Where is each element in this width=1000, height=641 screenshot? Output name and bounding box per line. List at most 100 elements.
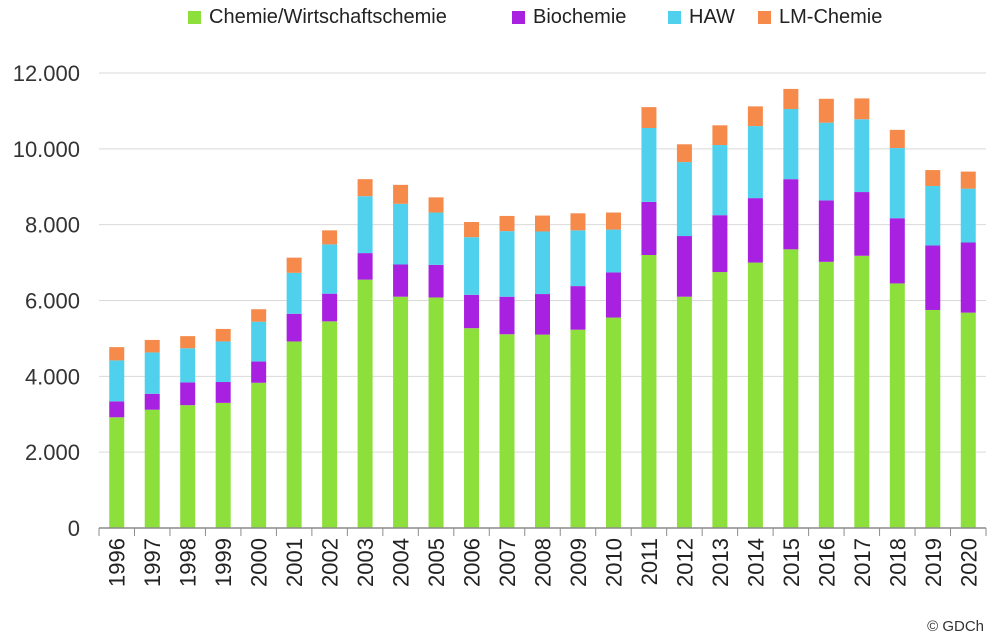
x-tick-label: 2016	[814, 538, 839, 587]
bar-segment	[499, 231, 515, 297]
bar-segment	[641, 201, 657, 255]
bar-segment	[109, 347, 125, 361]
bar-segment	[251, 309, 267, 322]
x-tick-label: 2007	[495, 538, 520, 587]
bar-segment	[215, 382, 231, 403]
bar-segment	[783, 88, 799, 110]
x-tick-label: 2020	[956, 538, 981, 587]
bar-segment	[286, 313, 302, 342]
x-tick-label: 2015	[779, 538, 804, 587]
credit-text: © GDCh	[927, 618, 984, 635]
bar-segment	[747, 198, 763, 263]
bar-segment	[357, 279, 373, 528]
bar-segment	[570, 213, 586, 231]
x-tick-label: 2001	[282, 538, 307, 587]
bar-segment	[712, 125, 728, 146]
bar-segment	[747, 106, 763, 127]
bar-segment	[393, 184, 409, 204]
bar-segment	[641, 107, 657, 128]
bar-segment	[180, 382, 196, 406]
bar-segment	[747, 262, 763, 528]
bar-segment	[854, 192, 870, 256]
x-tick-label: 2003	[353, 538, 378, 587]
y-tick-label: 6.000	[25, 289, 80, 314]
bar-segment	[570, 230, 586, 287]
legend-item: Chemie/Wirtschaftschemie	[188, 6, 447, 29]
bar-segment	[144, 409, 160, 528]
bar-segment	[357, 253, 373, 280]
bar-segment	[215, 341, 231, 383]
bar-segment	[818, 261, 834, 528]
legend-swatch	[668, 11, 681, 24]
bar-segment	[357, 196, 373, 254]
bar-segment	[215, 328, 231, 342]
bar-segment	[818, 200, 834, 262]
x-tick-label: 2002	[318, 538, 343, 587]
bar-segment	[570, 329, 586, 528]
bar-segment	[605, 229, 621, 273]
bar-segment	[605, 272, 621, 318]
y-tick-label: 10.000	[13, 137, 80, 162]
bar-segment	[322, 244, 338, 294]
bar-segment	[322, 230, 338, 245]
bar-segment	[676, 162, 692, 237]
legend: Chemie/Wirtschaftschemie Biochemie HAW LM-C…	[0, 6, 1000, 36]
bar-segment	[712, 215, 728, 273]
legend-item: HAW	[668, 6, 735, 29]
bar-segment	[393, 203, 409, 265]
bar-segment	[109, 360, 125, 402]
bar-segment	[393, 264, 409, 297]
legend-item: LM-Chemie	[758, 6, 882, 29]
legend-label: Chemie/Wirtschaftschemie	[209, 6, 447, 28]
bar-segment	[109, 401, 125, 418]
bar-segment	[783, 249, 799, 528]
bar-segment	[925, 170, 941, 186]
bar-segment	[676, 144, 692, 163]
bar-segment	[535, 231, 550, 295]
bar-segment	[889, 283, 905, 528]
bar-segment	[712, 145, 728, 216]
x-tick-label: 2005	[424, 538, 449, 587]
bar-segment	[676, 296, 692, 528]
bar-segment	[499, 334, 515, 528]
bar-segment	[428, 197, 444, 213]
legend-item: Biochemie	[512, 6, 626, 29]
y-tick-label: 8.000	[25, 213, 80, 238]
bar-segment	[464, 237, 480, 295]
x-tick-label: 2009	[566, 538, 591, 587]
legend-label: HAW	[689, 6, 735, 28]
bar-segment	[393, 296, 409, 528]
bar-segment	[712, 272, 728, 528]
y-tick-label: 4.000	[25, 364, 80, 389]
bar-segment	[889, 148, 905, 219]
bar-segment	[641, 255, 657, 528]
bar-segment	[783, 109, 799, 180]
bar-segment	[499, 296, 515, 335]
bar-segment	[215, 402, 231, 528]
bar-segment	[428, 212, 444, 265]
bars	[109, 88, 976, 528]
bar-segment	[322, 293, 338, 322]
x-tick-label: 2004	[389, 538, 414, 587]
bar-segment	[464, 328, 480, 528]
x-tick-label: 1996	[105, 538, 130, 587]
bar-segment	[180, 348, 196, 383]
bar-segment	[464, 222, 480, 238]
bar-segment	[818, 98, 834, 123]
bar-segment	[641, 127, 657, 202]
x-tick-label: 1999	[211, 538, 236, 587]
bar-segment	[783, 179, 799, 250]
bar-segment	[854, 255, 870, 528]
bar-segment	[286, 257, 302, 273]
x-tick-label: 1998	[176, 538, 201, 587]
bar-segment	[180, 405, 196, 528]
bar-segment	[251, 321, 267, 362]
legend-label: LM-Chemie	[779, 6, 883, 28]
x-tick-label: 2006	[460, 538, 485, 587]
bar-segment	[535, 334, 550, 528]
bar-segment	[251, 361, 267, 383]
bar-segment	[570, 286, 586, 330]
bar-segment	[144, 339, 160, 353]
bar-segment	[960, 242, 976, 313]
